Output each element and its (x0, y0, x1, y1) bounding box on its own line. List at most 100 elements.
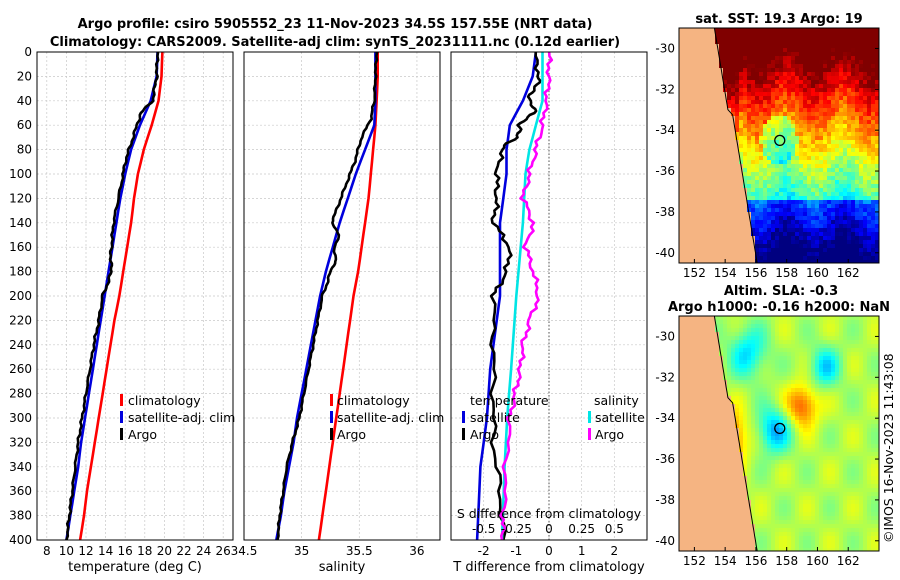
map-cell (839, 200, 844, 205)
map-cell (731, 48, 736, 53)
map-cell (735, 44, 740, 49)
map-cell (859, 232, 864, 237)
map-cell (783, 396, 788, 401)
map-cell (711, 420, 716, 425)
map-cell (775, 444, 780, 449)
map-cell (771, 220, 776, 225)
map-cell (763, 192, 768, 197)
map-cell (679, 244, 684, 249)
map-cell (851, 120, 856, 125)
map-cell (847, 96, 852, 101)
map-cell (699, 384, 704, 389)
map-cell (795, 432, 800, 437)
map-cell (751, 40, 756, 45)
map-cell (791, 252, 796, 257)
map-cell (775, 52, 780, 57)
map-cell (727, 256, 732, 261)
map-cell (783, 424, 788, 429)
map-cell (735, 64, 740, 69)
map-cell (839, 92, 844, 97)
map-cell (807, 428, 812, 433)
map-cell (683, 436, 688, 441)
map-cell (775, 336, 780, 341)
map-cell (759, 48, 764, 53)
map-cell (755, 56, 760, 61)
map-cell (771, 192, 776, 197)
map-cell (711, 320, 716, 325)
map-cell (715, 384, 720, 389)
map-cell (735, 52, 740, 57)
map-cell (791, 172, 796, 177)
map-cell (791, 432, 796, 437)
map-cell (775, 220, 780, 225)
map-cell (779, 188, 784, 193)
map-cell (859, 388, 864, 393)
map-cell (823, 432, 828, 437)
map-cell (703, 444, 708, 449)
map-cell (739, 36, 744, 41)
map-cell (811, 316, 816, 321)
map-cell (819, 44, 824, 49)
map-cell (703, 320, 708, 325)
map-cell (823, 368, 828, 373)
map-cell (699, 388, 704, 393)
map-cell (691, 244, 696, 249)
map-cell (687, 220, 692, 225)
map-cell (871, 452, 876, 457)
map-cell (759, 124, 764, 129)
map-cell (691, 80, 696, 85)
map-cell (751, 56, 756, 61)
map-cell (683, 176, 688, 181)
map-cell (815, 404, 820, 409)
map-cell (851, 100, 856, 105)
map-cell (783, 244, 788, 249)
map-cell (863, 52, 868, 57)
map-cell (787, 324, 792, 329)
map-cell (867, 320, 872, 325)
map-cell (851, 220, 856, 225)
map-cell (835, 132, 840, 137)
map-cell (715, 52, 720, 57)
map-cell (723, 164, 728, 169)
map-cell (755, 240, 760, 245)
map-cell (831, 256, 836, 261)
map-cell (835, 36, 840, 41)
map-cell (823, 224, 828, 229)
map-cell (771, 48, 776, 53)
map-cell (787, 412, 792, 417)
map-cell (783, 432, 788, 437)
map-cell (695, 416, 700, 421)
map-cell (807, 204, 812, 209)
map-cell (783, 404, 788, 409)
map-cell (839, 408, 844, 413)
map-cell (847, 408, 852, 413)
map-cell (863, 224, 868, 229)
map-cell (815, 412, 820, 417)
map-cell (755, 436, 760, 441)
map-cell (727, 184, 732, 189)
map-cell (823, 352, 828, 357)
map-cell (791, 364, 796, 369)
map-cell (679, 200, 684, 205)
map-cell (799, 156, 804, 161)
map-cell (767, 340, 772, 345)
map-cell (747, 380, 752, 385)
map-cell (683, 128, 688, 133)
map-cell (755, 112, 760, 117)
map-cell (775, 328, 780, 333)
map-cell (835, 144, 840, 149)
map-cell (827, 236, 832, 241)
map-cell (683, 104, 688, 109)
map-cell (767, 100, 772, 105)
map-cell (739, 336, 744, 341)
map-cell (783, 40, 788, 45)
map-cell (703, 160, 708, 165)
map-cell (839, 404, 844, 409)
map-cell (695, 344, 700, 349)
map-cell (743, 364, 748, 369)
map-cell (679, 228, 684, 233)
map-cell (867, 64, 872, 69)
map-cell (735, 420, 740, 425)
map-cell (831, 224, 836, 229)
map-cell (807, 44, 812, 49)
